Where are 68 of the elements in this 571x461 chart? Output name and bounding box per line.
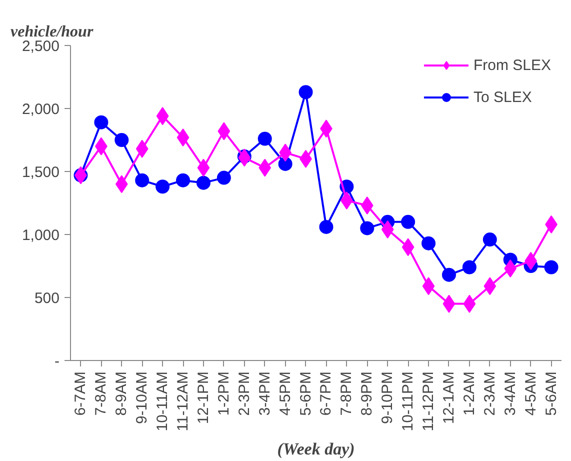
x-tick-label: 1-2AM [460, 371, 478, 416]
x-tick-label: 2-3PM [236, 371, 253, 416]
point [197, 158, 210, 177]
x-tick-label: 3-4PM [256, 371, 274, 416]
legend-label: From SLEX [473, 56, 551, 74]
y-tick-label: 1,000 [22, 227, 60, 244]
point [218, 122, 230, 140]
point [238, 148, 251, 167]
point [216, 170, 231, 185]
point [401, 214, 416, 229]
point [442, 268, 456, 282]
point [196, 176, 210, 190]
point [156, 180, 170, 194]
x-tick-label: 9-10AM [134, 371, 151, 424]
point [258, 158, 272, 177]
x-tick-label: 5-6PM [297, 371, 314, 416]
x-tick-label: 6-7AM [72, 371, 90, 416]
point [422, 236, 436, 250]
y-tick-label: 2,000 [22, 101, 60, 118]
x-tick-label: 10-11PM [400, 371, 417, 432]
point [402, 238, 414, 256]
point [136, 140, 148, 158]
y-tick-label: 1,500 [22, 164, 60, 181]
x-tick-label: 2-3AM [481, 371, 498, 416]
x-tick-label: 11-12AM [174, 371, 192, 432]
x-tick-label: 5-6AM [542, 371, 560, 416]
x-tick-label: 11-12PM [420, 371, 438, 432]
point [462, 260, 476, 274]
point [442, 294, 456, 313]
legend-label: To SLEX [473, 88, 532, 106]
x-tick-label: 10-11AM [154, 371, 172, 432]
point [504, 260, 517, 278]
point [176, 128, 190, 146]
x-tick-label: 8-9PM [358, 371, 376, 416]
point [135, 173, 150, 188]
y-axis-title: vehicle/hour [10, 24, 94, 40]
point [156, 107, 169, 126]
point [360, 221, 374, 236]
point [258, 132, 272, 146]
point [114, 133, 129, 147]
x-axis-title: (Week day) [277, 439, 355, 458]
x-tick-label: 4-5PM [276, 371, 294, 416]
x-tick-label: 12-1AM [440, 371, 458, 424]
point [176, 173, 190, 188]
x-tick-label: 7-8AM [92, 371, 110, 416]
x-tick-label: 6-7PM [318, 371, 335, 416]
x-tick-label: 8-9AM [113, 371, 130, 416]
x-tick-label: 9-10PM [379, 371, 396, 424]
point [463, 294, 476, 313]
point [360, 196, 374, 215]
x-tick-label: 12-1PM [194, 371, 212, 424]
x-tick-label: 4-5AM [522, 371, 540, 416]
point [484, 277, 496, 296]
y-tick-label: 500 [34, 290, 60, 307]
y-tick-label: 2,500 [22, 38, 60, 55]
point [381, 220, 394, 238]
point [298, 85, 313, 100]
point [319, 220, 334, 234]
point [544, 260, 558, 274]
point [422, 277, 435, 296]
point [94, 115, 108, 130]
x-tick-label: 7-8PM [338, 371, 356, 416]
point [482, 232, 497, 247]
y-tick-label: - [54, 353, 60, 370]
point [278, 156, 292, 171]
x-tick-label: 1-2PM [215, 371, 232, 416]
x-tick-label: 3-4AM [502, 371, 519, 416]
point [115, 175, 128, 194]
